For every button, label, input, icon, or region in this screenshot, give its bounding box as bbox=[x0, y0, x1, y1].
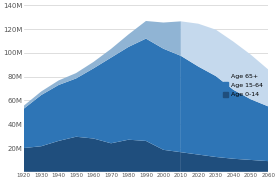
Legend: Age 65+, Age 15-64, Age 0-14: Age 65+, Age 15-64, Age 0-14 bbox=[221, 71, 265, 100]
